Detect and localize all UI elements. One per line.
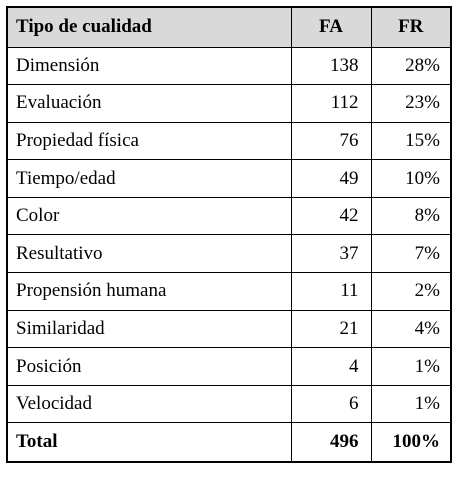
table-row: Color 42 8% (6, 196, 452, 236)
row-type: Posición (6, 347, 292, 386)
table-row: Evaluación 112 23% (6, 84, 452, 123)
header-fa: FA (290, 6, 372, 48)
table-total-row: Total 496 100% (6, 422, 452, 463)
total-fa: 496 (290, 422, 372, 463)
quality-table-container: Tipo de cualidad FA FR Dimensión 138 28%… (6, 6, 452, 463)
row-fa: 76 (290, 121, 372, 161)
row-fa: 49 (290, 159, 372, 198)
row-fa: 4 (290, 347, 372, 386)
row-type: Resultativo (6, 234, 292, 274)
row-type: Dimensión (6, 46, 292, 86)
row-fr: 1% (370, 347, 452, 386)
row-type: Velocidad (6, 384, 292, 424)
row-fr: 2% (370, 272, 452, 311)
table-row: Velocidad 6 1% (6, 384, 452, 424)
row-fr: 4% (370, 309, 452, 349)
row-fr: 1% (370, 384, 452, 424)
total-type: Total (6, 422, 292, 463)
table-header-row: Tipo de cualidad FA FR (6, 6, 452, 48)
table-row: Propensión humana 11 2% (6, 272, 452, 311)
table-row: Tiempo/edad 49 10% (6, 159, 452, 198)
table-row: Propiedad física 76 15% (6, 121, 452, 161)
row-fa: 11 (290, 272, 372, 311)
row-fa: 37 (290, 234, 372, 274)
table-row: Posición 4 1% (6, 347, 452, 386)
row-fa: 138 (290, 46, 372, 86)
row-fr: 28% (370, 46, 452, 86)
row-fr: 10% (370, 159, 452, 198)
table-row: Resultativo 37 7% (6, 234, 452, 274)
header-type: Tipo de cualidad (6, 6, 292, 48)
table-row: Dimensión 138 28% (6, 46, 452, 86)
row-fa: 112 (290, 84, 372, 123)
row-fr: 7% (370, 234, 452, 274)
row-fa: 21 (290, 309, 372, 349)
header-fr: FR (370, 6, 452, 48)
quality-frequency-table: Tipo de cualidad FA FR Dimensión 138 28%… (6, 6, 452, 463)
row-fa: 6 (290, 384, 372, 424)
row-type: Propensión humana (6, 272, 292, 311)
row-fa: 42 (290, 196, 372, 236)
row-type: Propiedad física (6, 121, 292, 161)
row-fr: 23% (370, 84, 452, 123)
table-row: Similaridad 21 4% (6, 309, 452, 349)
row-type: Similaridad (6, 309, 292, 349)
row-fr: 8% (370, 196, 452, 236)
row-fr: 15% (370, 121, 452, 161)
row-type: Color (6, 196, 292, 236)
total-fr: 100% (370, 422, 452, 463)
row-type: Tiempo/edad (6, 159, 292, 198)
row-type: Evaluación (6, 84, 292, 123)
